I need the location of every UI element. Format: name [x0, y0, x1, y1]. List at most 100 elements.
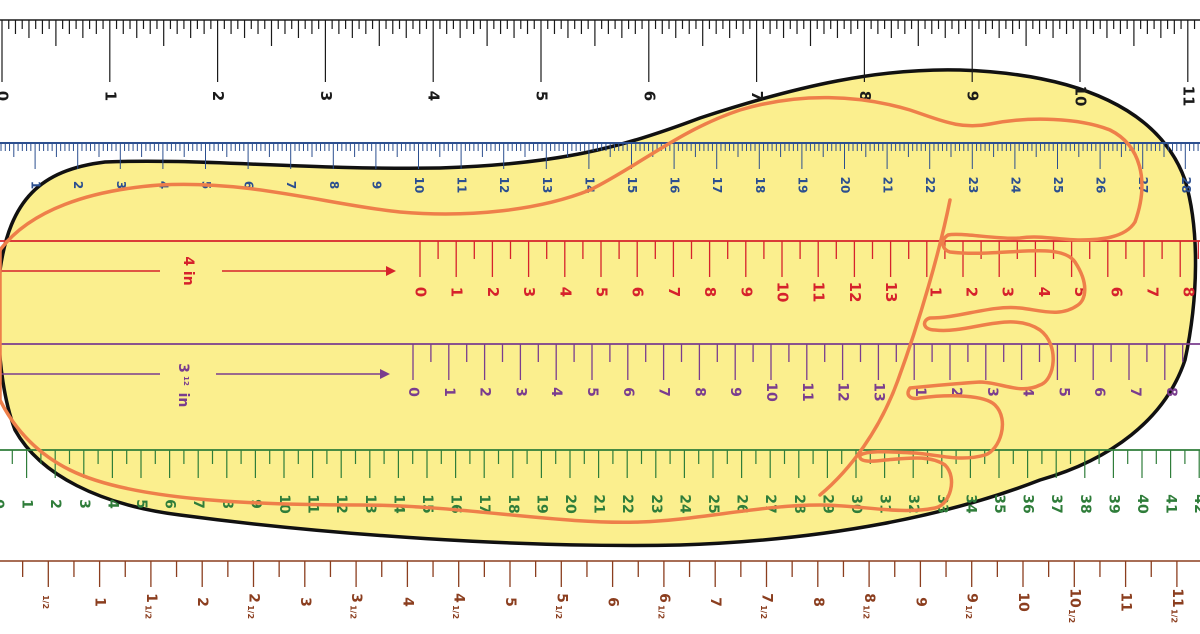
width-3-5in-label-num: 2 — [477, 387, 493, 397]
us-ruler-label-whole: 8 — [861, 593, 877, 603]
cm-ruler-label: 1 — [29, 181, 43, 189]
us-ruler-label-frac: 1/2 — [964, 605, 973, 619]
width-4in-annotation: 4 in — [0, 256, 396, 286]
inch-ruler-label: 8 — [856, 91, 874, 101]
width-4in-label-num: 2 — [484, 287, 502, 297]
us-ruler-label-whole: 1 — [92, 597, 108, 607]
width-4in-label-num: 3 — [999, 287, 1017, 297]
width-4in-label-num: 6 — [1107, 287, 1125, 297]
width-4in-label-num: 8 — [1180, 287, 1198, 297]
eu-ruler-label: 36 — [1020, 494, 1036, 513]
eu-ruler-label: 2 — [47, 499, 63, 509]
us-ruler-label-whole: 2 — [246, 593, 262, 603]
width-3-5in-label-num: 7 — [656, 387, 672, 397]
us-ruler-label: 51/2 — [553, 593, 569, 619]
inch-ruler-label: 9 — [964, 91, 982, 101]
width-4in-label-num: 4 — [556, 287, 574, 297]
us-ruler-label-frac: 1/2 — [246, 605, 255, 619]
eu-ruler-label: 0 — [0, 499, 6, 509]
cm-ruler-label: 2 — [71, 181, 85, 189]
width-4in-label-num: 1 — [926, 287, 944, 297]
cm-ruler-label: 16 — [668, 177, 682, 194]
eu-ruler-label: 34 — [962, 494, 978, 514]
width-3-5in-label-num: 8 — [1163, 387, 1179, 397]
us-ruler-label-frac: 1/2 — [759, 605, 768, 619]
inch-ruler: 0 1 2 3 4 5 6 7 8 9 10 11 — [0, 19, 1200, 107]
us-ruler-label: 71/2 — [759, 593, 775, 619]
cm-ruler-label: 28 — [1179, 177, 1193, 194]
cm-ruler-label: 8 — [327, 181, 341, 189]
width-3-5in-ruler: 0 1 2 3 4 5 6 7 8 9 10 11 12 13 1 2 3 4 5 6 7 8 — [0, 343, 1200, 402]
us-ruler-label-whole: 3 — [348, 593, 364, 603]
cm-ruler-label: 7 — [284, 181, 298, 189]
width-3-5in-label-num: 1 — [441, 387, 457, 397]
eu-ruler-label: 38 — [1077, 494, 1093, 513]
eu-ruler-label: 19 — [533, 494, 549, 513]
eu-ruler-label: 18 — [505, 494, 521, 513]
us-ruler-label-whole: 7 — [707, 597, 723, 607]
width-4in-label-num: 0 — [412, 287, 430, 297]
us-ruler-label-frac: 1/2 — [451, 605, 460, 619]
eu-ruler-label: 1 — [19, 499, 35, 509]
eu-ruler-label: 7 — [190, 499, 206, 509]
us-ruler-label: 101/2 — [1066, 588, 1082, 623]
us-ruler-label: 111/2 — [1169, 588, 1185, 623]
width-3-5in-label-num: 3 — [512, 387, 528, 397]
us-ruler-label-whole: 6 — [605, 597, 621, 607]
insole-outline — [0, 95, 1144, 525]
us-ruler-label: 6 — [605, 597, 621, 607]
us-ruler-label-frac: 1/2 — [862, 605, 871, 619]
width-4in-label-num: 10 — [774, 282, 792, 303]
width-3-5in-annotation: 3 1 2 in — [0, 363, 390, 407]
us-ruler-label-whole: 6 — [656, 593, 672, 603]
us-ruler-label: 2 — [194, 597, 210, 607]
width-3-5in-arrowhead — [380, 369, 390, 379]
width-4in-label-num: 12 — [846, 282, 864, 303]
us-ruler-label-whole: 5 — [502, 597, 518, 607]
us-ruler-label: 5 — [502, 597, 518, 607]
us-ruler-label: 21/2 — [246, 593, 262, 619]
us-ruler-label-frac: 1/2 — [554, 605, 563, 619]
width-3-5in-label-num: 12 — [835, 382, 851, 401]
us-ruler-label-frac: 1/2 — [1067, 609, 1076, 623]
us-ruler-label-whole: 2 — [194, 597, 210, 607]
width-3-5in-label: 3 1 2 in — [175, 363, 191, 407]
us-ruler-label-whole: 5 — [553, 593, 569, 603]
inch-ruler-label: 7 — [748, 91, 766, 101]
us-ruler-label-whole: 10 — [1066, 588, 1082, 608]
inch-ruler-label: 5 — [533, 91, 551, 101]
cm-ruler-label: 15 — [625, 177, 639, 194]
width-4in-label-num: 5 — [1071, 287, 1089, 297]
us-ruler-label: 41/2 — [451, 593, 467, 619]
us-ruler-label-frac: 1/2 — [656, 605, 665, 619]
cm-ruler-label: 6 — [242, 181, 256, 189]
inch-ruler-label: 11 — [1179, 86, 1197, 107]
width-3-5in-unit: in — [175, 393, 191, 408]
width-3-5in-label-num: 9 — [727, 387, 743, 397]
us-ruler-label: 61/2 — [656, 593, 672, 619]
eu-ruler-label: 15 — [419, 494, 435, 513]
inch-ruler-label: 6 — [640, 91, 658, 101]
us-ruler-label: 9 — [912, 597, 928, 607]
width-3-5in-label-num: 3 — [984, 387, 1000, 397]
eu-ruler-label: 22 — [619, 494, 635, 513]
eu-ruler-label: 37 — [1048, 494, 1064, 513]
width-4in-label-num: 7 — [1144, 287, 1162, 297]
inch-ruler-label: 0 — [0, 91, 12, 101]
width-3-5in-label-num: 4 — [548, 387, 564, 397]
cm-ruler-label: 17 — [710, 177, 724, 194]
us-ruler-label: 91/2 — [964, 593, 980, 619]
us-ruler-label-whole: 3 — [297, 597, 313, 607]
us-ruler-label-whole: 10 — [1015, 592, 1031, 612]
width-3-5in-label-num: 1 — [912, 387, 928, 397]
cm-ruler-label: 10 — [412, 177, 426, 194]
cm-ruler: 1 2 3 4 5 6 7 8 9 10 11 12 13 14 15 16 17 18 19 20 21 22 23 24 2… — [0, 142, 1200, 194]
us-ruler-label-whole: 11 — [1169, 588, 1185, 607]
us-ruler-label-whole: 11 — [1118, 592, 1134, 611]
width-4in-label-num: 1 — [448, 287, 466, 297]
us-ruler-label-frac: 1/2 — [41, 595, 50, 609]
width-3-5in-frac-den: 2 — [182, 381, 190, 386]
us-ruler-label-whole: 4 — [451, 593, 467, 603]
width-3-5in-label-num: 2 — [948, 387, 964, 397]
